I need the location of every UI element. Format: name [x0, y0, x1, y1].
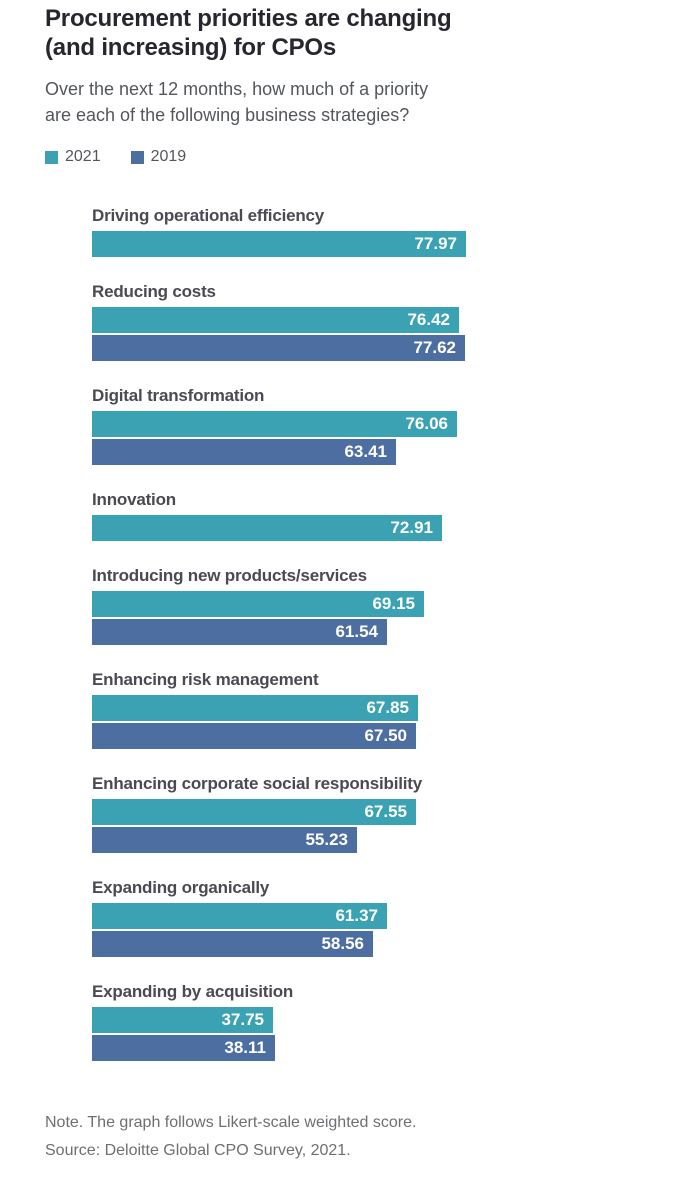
chart-title: Procurement priorities are changing (and … [45, 4, 688, 62]
chart-title-line2: (and increasing) for CPOs [45, 34, 337, 61]
bar-group: Introducing new products/services 69.15 61… [92, 566, 688, 645]
bar-group: Enhancing risk management 67.85 67.50 [92, 670, 688, 749]
category-label: Expanding by acquisition [92, 982, 294, 1001]
chart-subtitle-line1: Over the next 12 months, how much of a p… [45, 79, 429, 99]
bar-2021: 61.37 [92, 903, 387, 929]
bar-row: 58.56 [92, 931, 688, 957]
bar-2019: 55.23 [92, 827, 357, 853]
bar-value-label: 77.62 [413, 338, 456, 357]
bar-value-label: 67.55 [364, 802, 407, 821]
bar-chart: Driving operational efficiency 77.97 Reduc… [92, 206, 688, 1061]
bar-group: Driving operational efficiency 77.97 [92, 206, 688, 257]
category-label: Enhancing risk management [92, 670, 319, 689]
bar-value-label: 37.75 [221, 1010, 264, 1029]
bar-row: 76.42 [92, 307, 688, 333]
bar-row: 63.41 [92, 439, 688, 465]
bar-2021: 76.06 [92, 411, 457, 437]
bar-row: 38.11 [92, 1035, 688, 1061]
chart-subtitle: Over the next 12 months, how much of a p… [45, 76, 688, 128]
bar-2021: 77.97 [92, 231, 466, 257]
bar-row: 67.85 [92, 695, 688, 721]
bar-2019: 67.50 [92, 723, 416, 749]
bar-2021: 67.55 [92, 799, 416, 825]
bar-value-label: 55.23 [305, 830, 348, 849]
legend-item-2021: 2021 [45, 148, 101, 166]
bar-2019: 58.56 [92, 931, 373, 957]
bar-2019: 77.62 [92, 335, 465, 361]
bar-group: Expanding organically 61.37 58.56 [92, 878, 688, 957]
legend-item-2019: 2019 [130, 148, 187, 166]
legend-swatch-2021-icon [45, 150, 58, 164]
bar-value-label: 61.54 [335, 622, 378, 641]
infographic-page: Procurement priorities are changing (and … [45, 4, 688, 1165]
bar-2021: 69.15 [92, 591, 424, 617]
bar-value-label: 77.97 [414, 234, 457, 253]
bar-group: Enhancing corporate social responsibilit… [92, 774, 688, 853]
bar-row: 61.37 [92, 903, 688, 929]
category-label: Innovation [92, 490, 176, 509]
source-text: Source: Deloitte Global CPO Survey, 2021… [45, 1142, 351, 1159]
category-label: Reducing costs [92, 282, 216, 301]
bar-row: 77.97 [92, 231, 688, 257]
bar-row: 67.55 [92, 799, 688, 825]
bar-value-label: 76.06 [405, 414, 448, 433]
bar-2021: 76.42 [92, 307, 459, 333]
chart-footer: Note. The graph follows Likert-scale wei… [45, 1109, 688, 1165]
bar-2021: 37.75 [92, 1007, 273, 1033]
bar-group: Innovation 72.91 [92, 490, 688, 541]
bar-row: 55.23 [92, 827, 688, 853]
chart-legend: 2021 2019 [45, 148, 688, 166]
legend-swatch-2019-icon [130, 150, 144, 164]
bar-value-label: 38.11 [224, 1038, 266, 1057]
bar-value-label: 69.15 [372, 594, 415, 613]
bar-2021: 67.85 [92, 695, 418, 721]
bar-2021: 72.91 [92, 515, 442, 541]
chart-title-line1: Procurement priorities are changing [45, 5, 452, 32]
category-label: Driving operational efficiency [92, 206, 325, 225]
bar-value-label: 76.42 [407, 310, 450, 329]
bar-2019: 61.54 [92, 619, 387, 645]
legend-label-2019: 2019 [150, 148, 187, 165]
bar-value-label: 63.41 [344, 442, 387, 461]
bar-row: 37.75 [92, 1007, 688, 1033]
category-label: Expanding organically [92, 878, 270, 897]
legend-label-2021: 2021 [65, 148, 101, 165]
category-label: Digital transformation [92, 386, 265, 405]
bar-row: 76.06 [92, 411, 688, 437]
bar-row: 77.62 [92, 335, 688, 361]
bar-row: 61.54 [92, 619, 688, 645]
bar-group: Digital transformation 76.06 63.41 [92, 386, 688, 465]
bar-value-label: 67.85 [366, 698, 409, 717]
bar-group: Expanding by acquisition 37.75 38.11 [92, 982, 688, 1061]
bar-value-label: 61.37 [335, 906, 378, 925]
category-label: Introducing new products/services [92, 566, 367, 585]
bar-value-label: 67.50 [364, 726, 407, 745]
category-label: Enhancing corporate social responsibilit… [92, 774, 422, 793]
bar-value-label: 58.56 [321, 934, 364, 953]
bar-row: 67.50 [92, 723, 688, 749]
bar-group: Reducing costs 76.42 77.62 [92, 282, 688, 361]
bar-2019: 63.41 [92, 439, 396, 465]
bar-value-label: 72.91 [390, 518, 433, 537]
bar-2019: 38.11 [92, 1035, 275, 1061]
note-text: Note. The graph follows Likert-scale wei… [45, 1114, 417, 1131]
bar-row: 69.15 [92, 591, 688, 617]
chart-subtitle-line2: are each of the following business strat… [45, 105, 410, 125]
bar-row: 72.91 [92, 515, 688, 541]
